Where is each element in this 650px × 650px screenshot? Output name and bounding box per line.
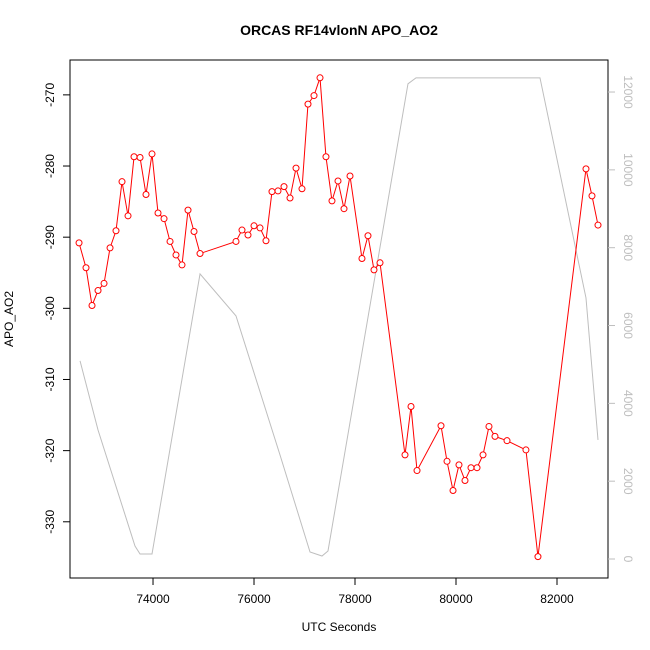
point	[268, 188, 276, 196]
point	[322, 153, 330, 161]
point	[449, 486, 457, 494]
point	[364, 232, 372, 240]
point	[244, 231, 252, 239]
point	[238, 226, 246, 234]
point	[407, 403, 415, 411]
y2-tick-label: 0	[621, 556, 635, 563]
point	[280, 183, 288, 191]
x-tick-label: 82000	[540, 592, 574, 606]
point	[346, 172, 354, 180]
point	[154, 209, 162, 217]
y-tick-label: -280	[43, 154, 57, 178]
point	[473, 464, 481, 472]
y2-tick-label: 8000	[621, 234, 635, 261]
point	[340, 205, 348, 213]
y2-tick-label: 4000	[621, 390, 635, 417]
x-tick-label: 78000	[338, 592, 372, 606]
point	[292, 164, 300, 172]
point	[142, 190, 150, 198]
x-tick-label: 80000	[439, 592, 473, 606]
point	[503, 437, 511, 445]
point	[184, 206, 192, 214]
point	[148, 150, 156, 158]
point	[130, 153, 138, 161]
y-tick-label: -330	[43, 509, 57, 533]
point	[328, 197, 336, 205]
point	[136, 153, 144, 161]
point	[82, 264, 90, 272]
point	[491, 432, 499, 440]
chart-title: ORCAS RF14vlonN APO_AO2	[240, 22, 438, 38]
point	[75, 239, 83, 247]
point	[166, 237, 174, 245]
x-tick-label: 76000	[237, 592, 271, 606]
y-tick-label: -310	[43, 367, 57, 391]
point	[485, 422, 493, 430]
point	[401, 451, 409, 459]
point	[100, 279, 108, 287]
point	[262, 237, 270, 245]
point	[88, 301, 96, 309]
point	[160, 215, 168, 223]
point	[298, 185, 306, 193]
point	[172, 251, 180, 259]
point	[274, 187, 282, 195]
point	[461, 477, 469, 485]
point	[94, 287, 102, 295]
point	[522, 446, 530, 454]
point	[232, 237, 240, 245]
plot-frame	[69, 59, 609, 579]
point	[413, 467, 421, 475]
y2-tick-label: 2000	[621, 468, 635, 495]
series-line	[79, 77, 599, 557]
point	[437, 422, 445, 430]
point	[118, 178, 126, 186]
series-line	[78, 77, 599, 557]
point	[256, 224, 264, 232]
y2-tick-label: 12000	[621, 75, 635, 109]
y2-tick-label: 10000	[621, 153, 635, 187]
y-axis-title: APO_AO2	[2, 291, 16, 347]
point	[479, 451, 487, 459]
y-tick-label: -320	[43, 438, 57, 462]
y-tick-label: -270	[43, 83, 57, 107]
y-tick-label: -290	[43, 225, 57, 249]
point	[443, 457, 451, 465]
y-tick-label: -300	[43, 296, 57, 320]
point	[106, 244, 114, 252]
point	[334, 177, 342, 185]
point	[594, 221, 602, 229]
point	[582, 165, 590, 173]
point	[316, 74, 324, 82]
x-tick-label: 74000	[136, 592, 170, 606]
point	[370, 266, 378, 274]
point	[286, 194, 294, 202]
point	[467, 464, 475, 472]
point	[250, 222, 258, 230]
point	[190, 227, 198, 235]
point	[196, 250, 204, 258]
point	[304, 100, 312, 108]
point	[376, 259, 384, 267]
point	[455, 461, 463, 469]
point	[124, 212, 132, 220]
point	[534, 553, 542, 561]
point	[178, 261, 186, 269]
y2-tick-label: 6000	[621, 312, 635, 339]
point	[358, 255, 366, 263]
x-axis-title: UTC Seconds	[302, 620, 377, 634]
point	[588, 192, 596, 200]
point	[112, 227, 120, 235]
point	[310, 92, 318, 100]
